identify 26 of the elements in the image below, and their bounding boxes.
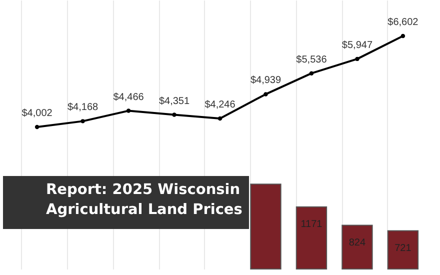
data-label: $4,168 <box>67 102 99 114</box>
point <box>355 56 360 62</box>
data-label: $4,466 <box>113 92 144 103</box>
data-label: $4,002 <box>22 108 53 119</box>
bar <box>250 184 282 270</box>
point <box>34 124 40 130</box>
point <box>400 34 406 38</box>
bar <box>387 230 419 270</box>
data-label: $4,939 <box>250 75 282 86</box>
data-label: $6,602 <box>388 17 419 28</box>
data-label: $4,246 <box>204 99 236 110</box>
data-label: 721 <box>394 242 412 254</box>
point <box>309 71 314 76</box>
bar <box>296 206 328 270</box>
data-label: $5,947 <box>342 40 373 51</box>
point <box>172 112 176 117</box>
data-label: $5,536 <box>296 54 328 66</box>
point <box>80 119 85 124</box>
point <box>264 92 268 96</box>
text: Report: 2025 Wisconsin Agricultural Land Prices <box>46 182 242 218</box>
data-label: 1171 <box>300 218 323 230</box>
data-label: 824 <box>348 237 366 248</box>
point <box>126 108 131 113</box>
bar <box>342 224 373 270</box>
data-label: $4,351 <box>158 96 190 107</box>
point <box>218 116 222 121</box>
